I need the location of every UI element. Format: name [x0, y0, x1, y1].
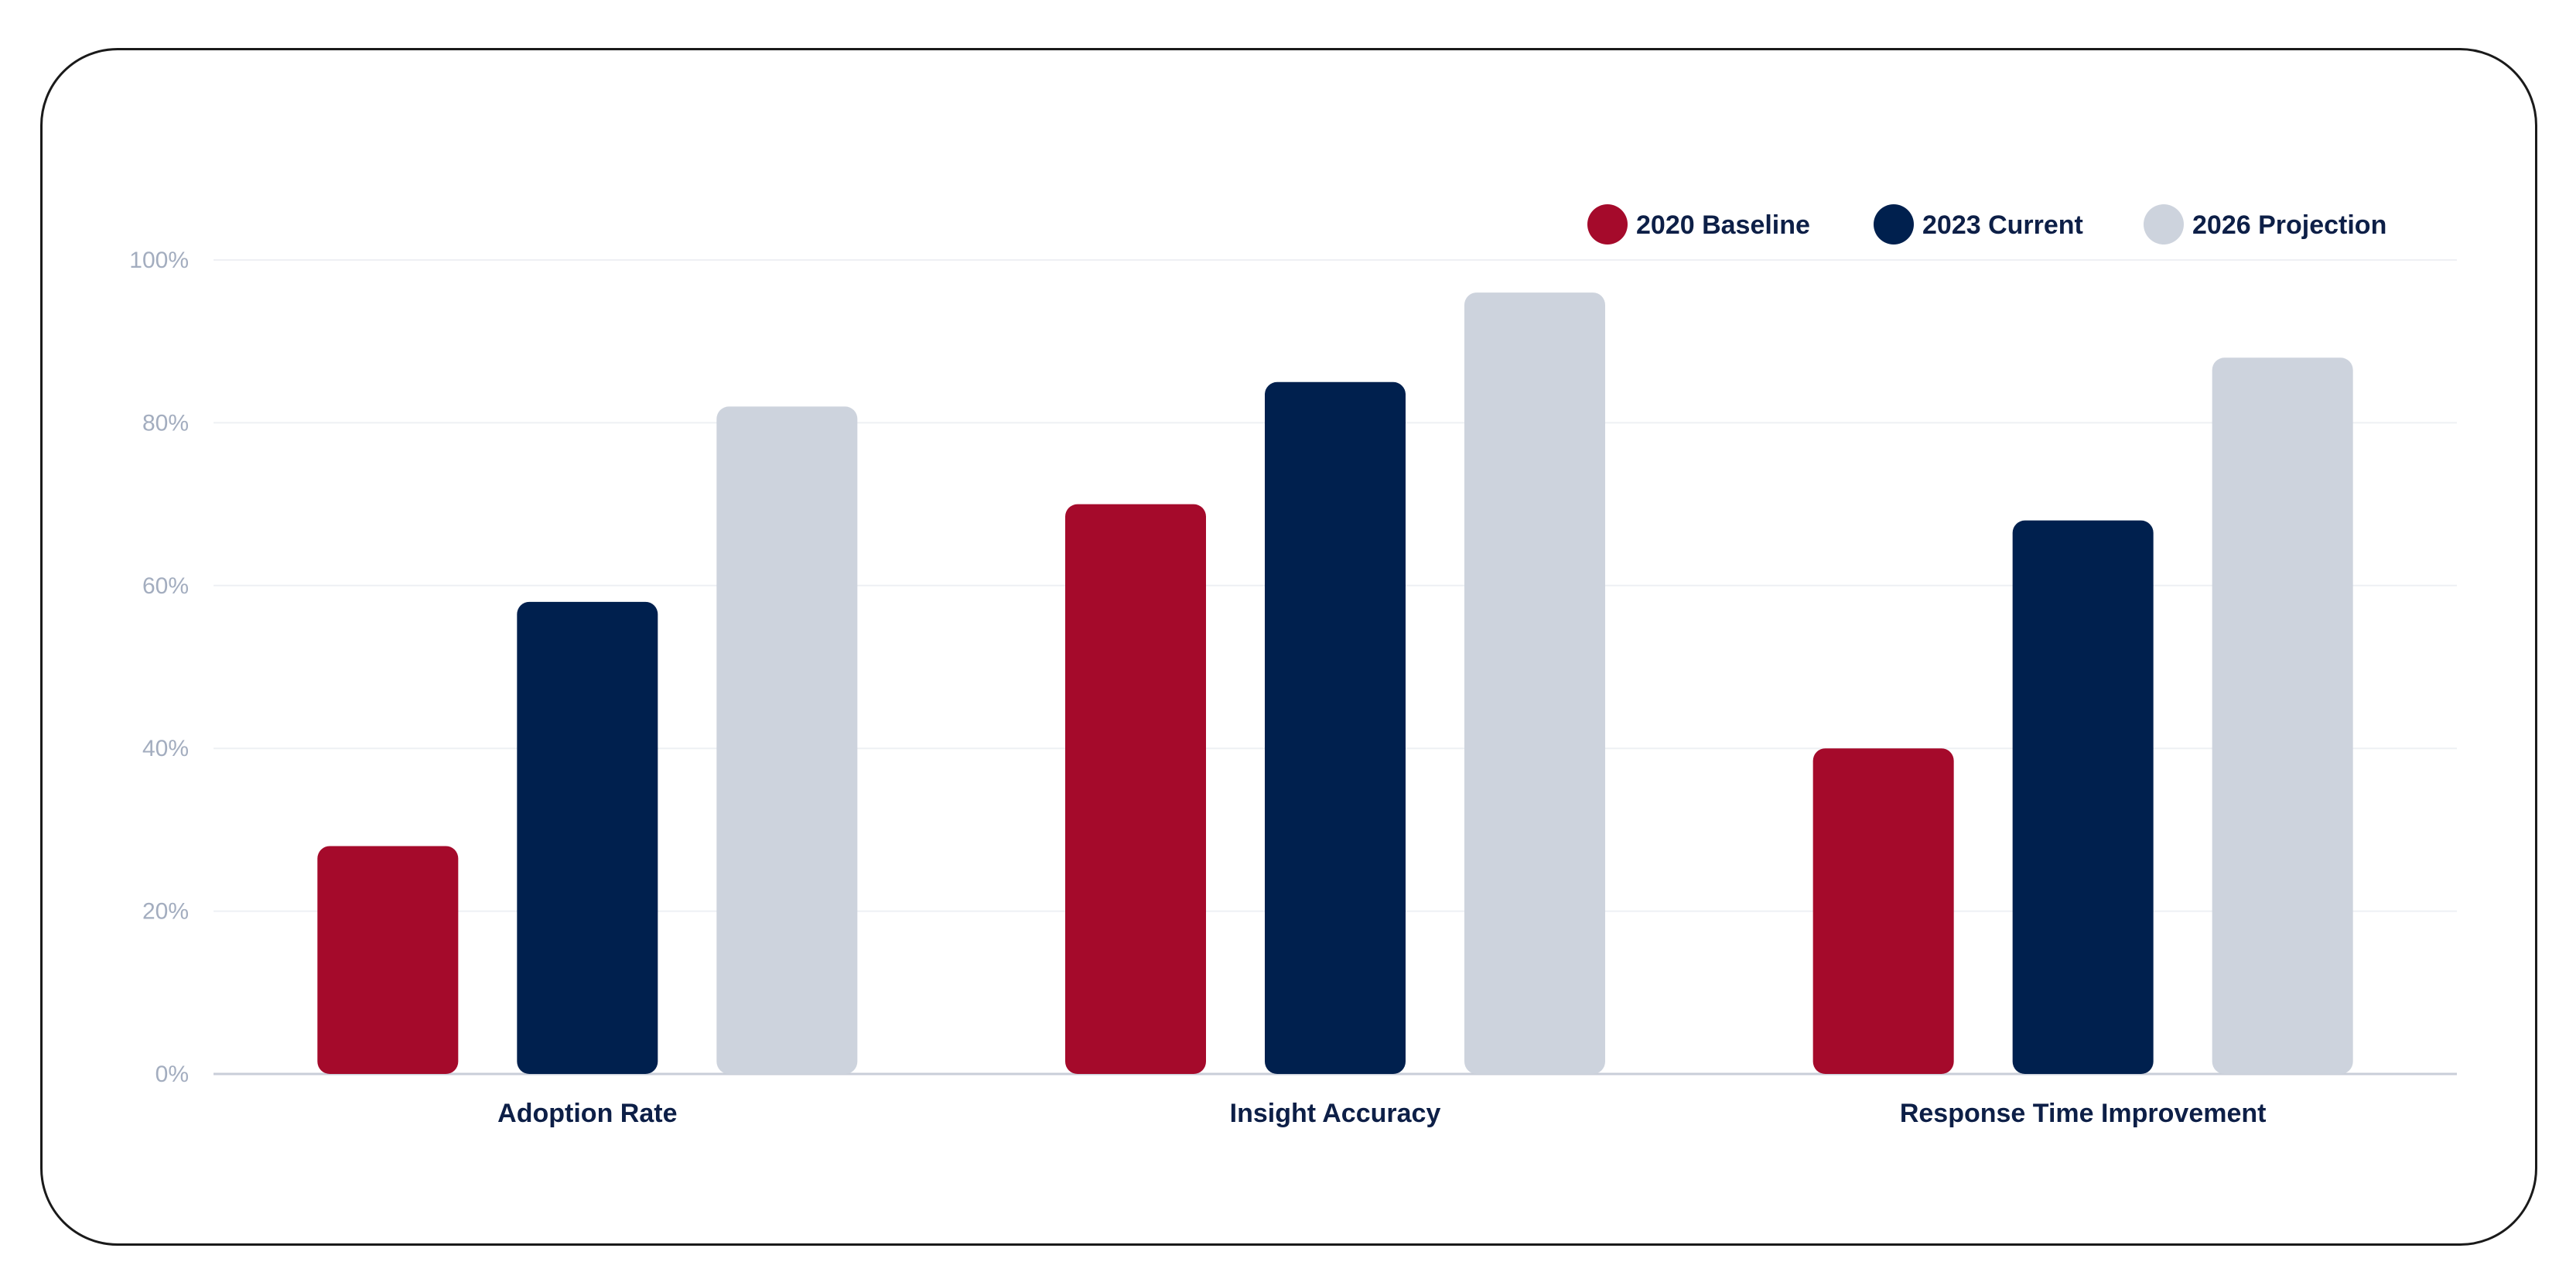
legend-label: 2023 Current — [1922, 210, 2083, 240]
legend: 2020 Baseline 2023 Current 2026 Projection — [1587, 204, 2386, 245]
bars — [317, 292, 2353, 1075]
legend-item: 2026 Projection — [2144, 204, 2386, 245]
legend-label: 2026 Projection — [2192, 210, 2386, 240]
bar-2026-projection-0 — [716, 406, 858, 1074]
x-category-label: Adoption Rate — [497, 1099, 677, 1128]
legend-label: 2020 Baseline — [1636, 210, 1810, 240]
bar-2023-current-0 — [517, 601, 658, 1074]
legend-item: 2023 Current — [1874, 204, 2083, 245]
y-axis-ticks: 0% 20% 40% 60% 80% 100% — [129, 248, 189, 1087]
y-tick-label: 100% — [129, 248, 189, 273]
legend-swatch — [1874, 204, 1914, 245]
bar-2020-baseline-2 — [1812, 748, 1954, 1074]
bar-2023-current-2 — [2012, 520, 2154, 1074]
bar-2020-baseline-1 — [1065, 504, 1206, 1074]
bar-2026-projection-1 — [1464, 292, 1605, 1075]
x-category-label: Insight Accuracy — [1230, 1099, 1441, 1128]
y-tick-label: 40% — [142, 736, 189, 761]
y-tick-label: 60% — [142, 573, 189, 599]
bar-2026-projection-2 — [2212, 357, 2353, 1074]
legend-item: 2020 Baseline — [1587, 204, 1810, 245]
legend-swatch — [2144, 204, 2184, 245]
y-tick-label: 80% — [142, 410, 189, 436]
bar-2023-current-1 — [1265, 381, 1406, 1074]
bar-2020-baseline-0 — [317, 846, 459, 1074]
x-category-label: Response Time Improvement — [1900, 1099, 2267, 1128]
x-axis-category-labels: Adoption Rate Insight Accuracy Response Ti… — [497, 1099, 2266, 1128]
legend-swatch — [1587, 204, 1628, 245]
y-tick-label: 20% — [142, 899, 189, 925]
y-tick-label: 0% — [155, 1062, 189, 1087]
